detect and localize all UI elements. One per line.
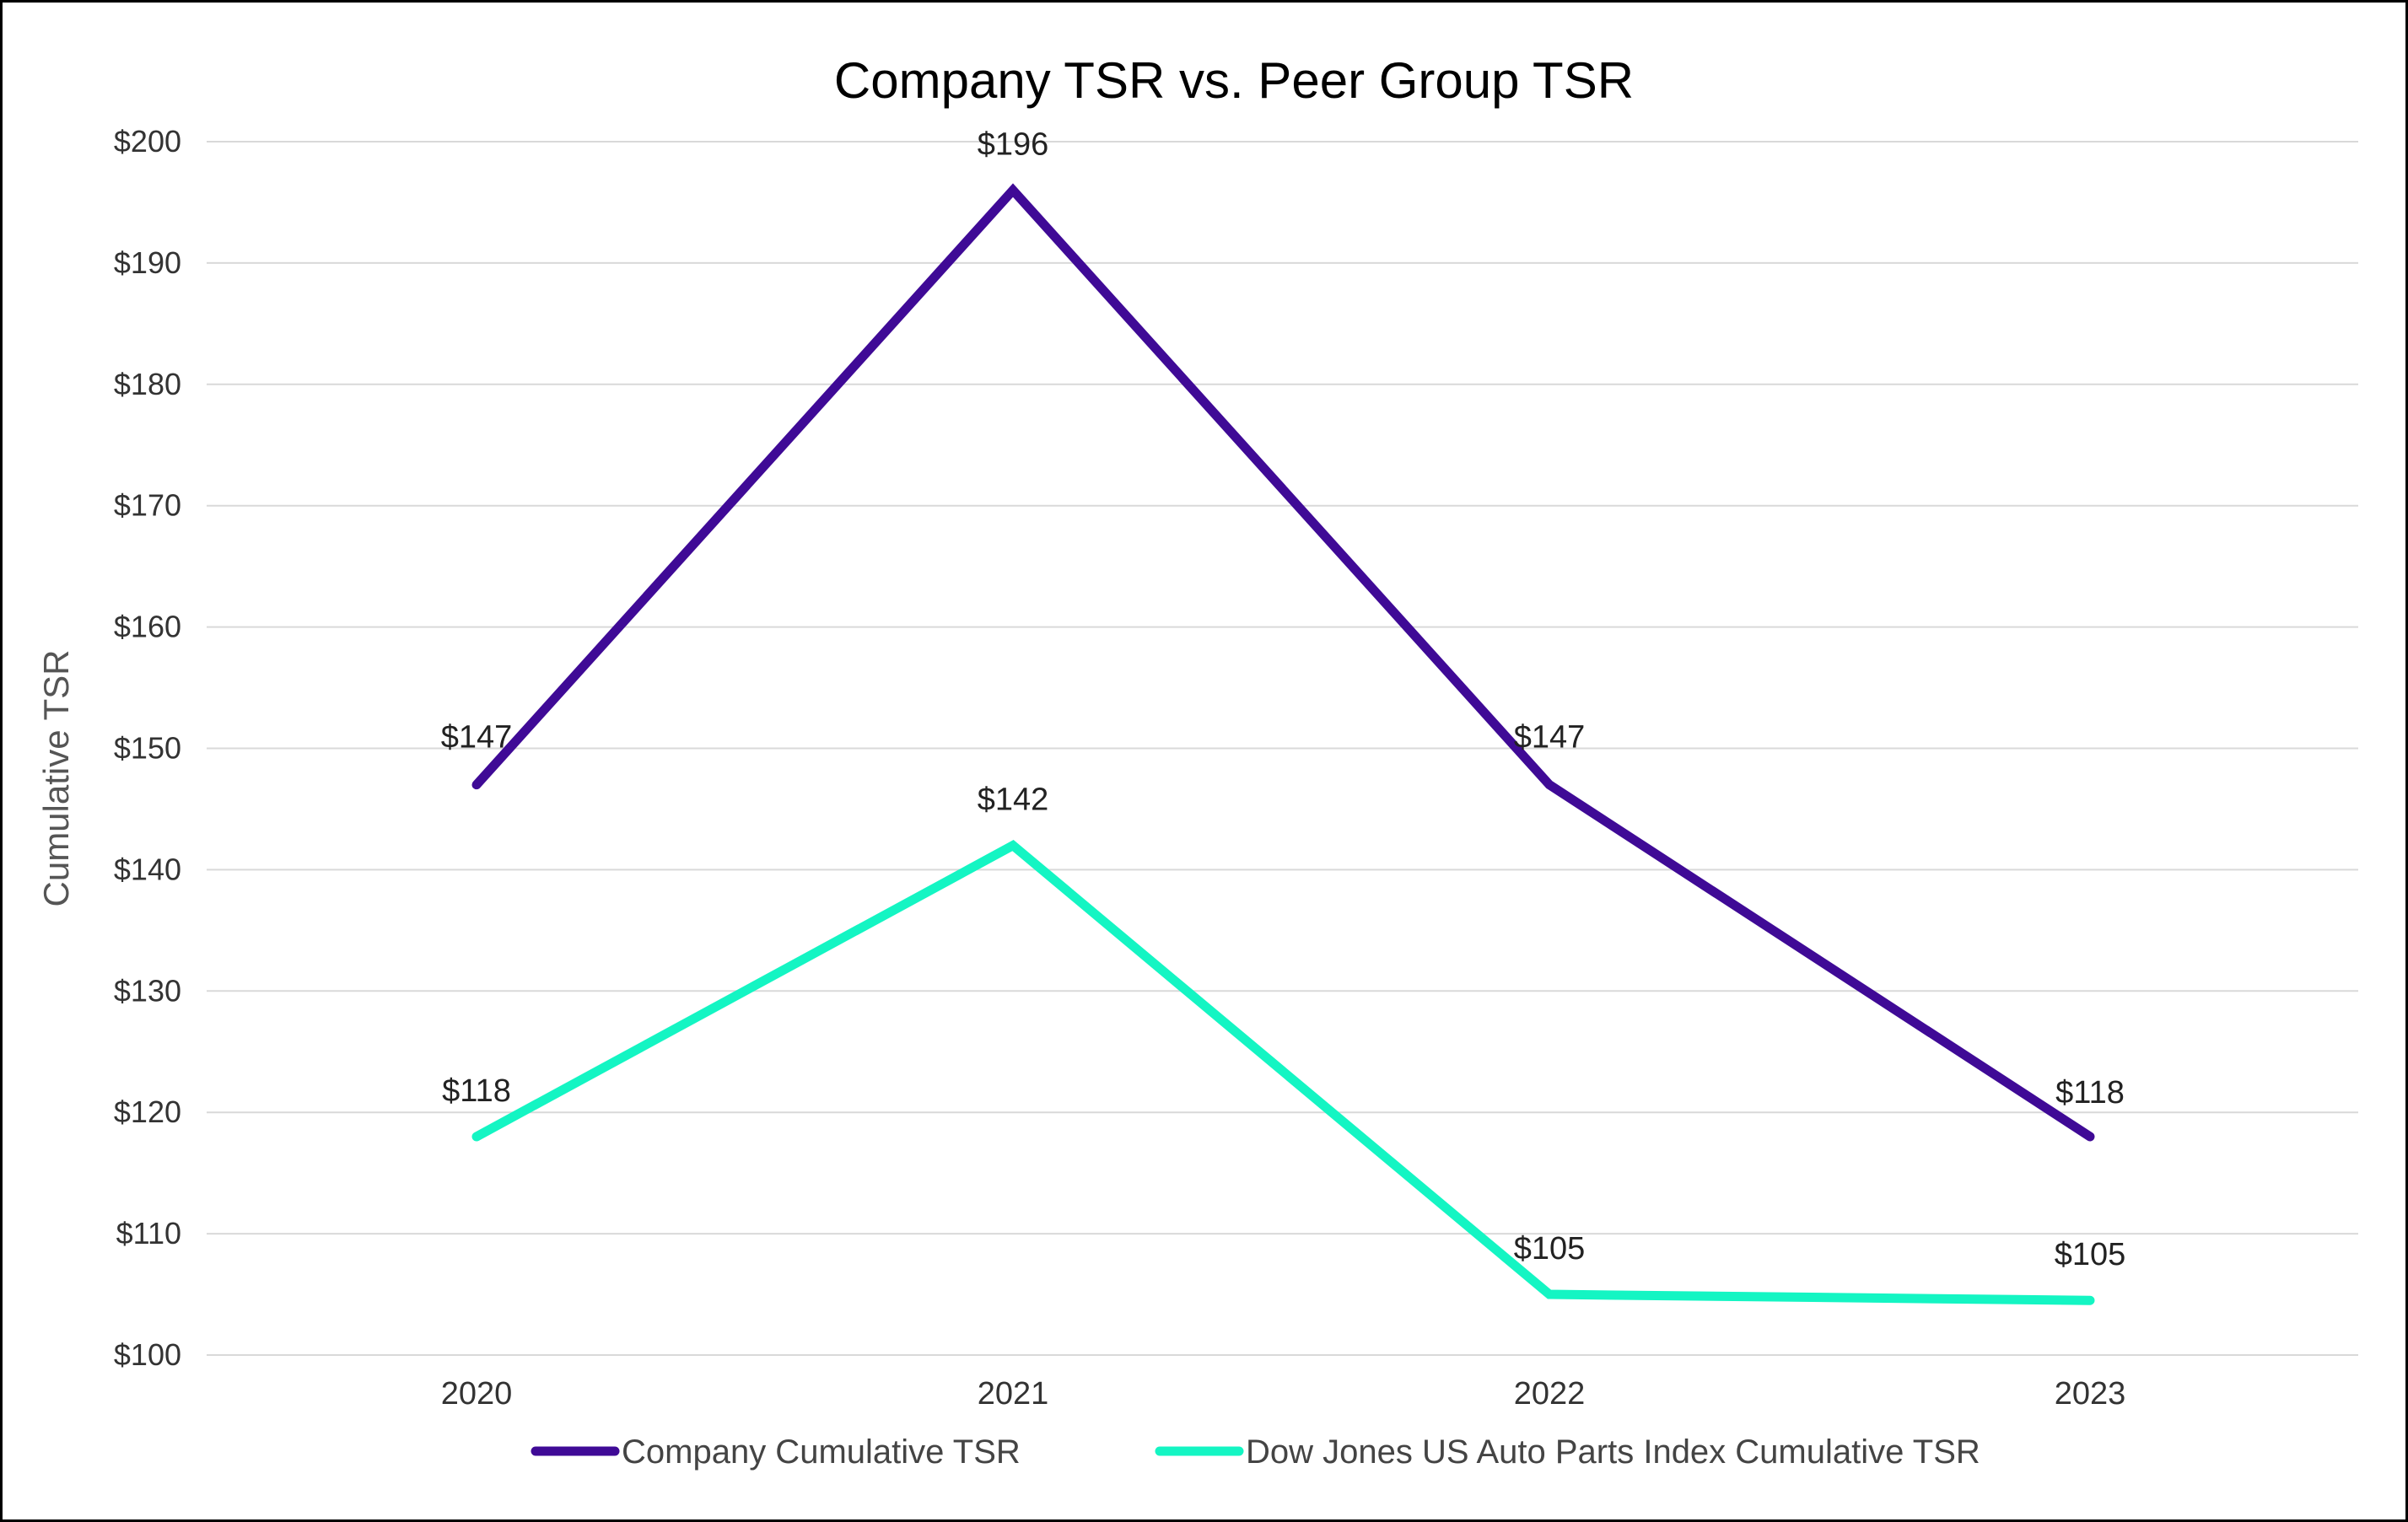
- gridlines: [207, 141, 2358, 1356]
- data-label: $147: [441, 720, 513, 756]
- legend-label: Company Cumulative TSR: [622, 1433, 1021, 1471]
- series-line-peer-index: [471, 840, 2095, 1305]
- x-tick-label: 2021: [978, 1376, 1049, 1412]
- y-tick-label: $200: [114, 124, 181, 159]
- x-tick-label: 2023: [2055, 1376, 2126, 1412]
- y-tick-label: $120: [114, 1094, 181, 1129]
- x-axis-ticks: 2020 2021 2022 2023: [441, 1376, 2126, 1412]
- data-label: $118: [442, 1073, 511, 1109]
- y-axis-label: Cumulative TSR: [36, 650, 76, 907]
- data-labels: $147 $196 $147 $118 $118 $142 $105 $105: [441, 127, 2126, 1273]
- data-label: $105: [2055, 1237, 2126, 1272]
- x-tick-label: 2022: [1514, 1376, 1586, 1412]
- x-tick-label: 2020: [441, 1376, 513, 1412]
- y-axis-ticks: $100 $110 $120 $130 $140 $150 $160 $170 $180 $190…: [114, 124, 181, 1372]
- series-line-company: [471, 183, 2095, 1142]
- data-label: $105: [1514, 1231, 1586, 1267]
- y-tick-label: $100: [114, 1337, 181, 1372]
- data-label: $142: [978, 783, 1049, 818]
- y-tick-label: $150: [114, 731, 181, 766]
- series-lines: [471, 183, 2095, 1305]
- data-label: $196: [978, 127, 1049, 163]
- y-tick-label: $190: [114, 245, 181, 280]
- legend-label: Dow Jones US Auto Parts Index Cumulative…: [1246, 1433, 1980, 1471]
- y-tick-label: $160: [114, 610, 181, 644]
- y-tick-label: $180: [114, 367, 181, 401]
- data-label: $147: [1514, 720, 1586, 756]
- y-tick-label: $140: [114, 852, 181, 886]
- y-tick-label: $170: [114, 488, 181, 523]
- y-tick-label: $130: [114, 973, 181, 1008]
- y-tick-label: $110: [116, 1216, 181, 1250]
- line-chart: Company TSR vs. Peer Group TSR Cumulativ…: [36, 52, 2358, 1471]
- data-label: $118: [2055, 1075, 2125, 1111]
- chart-title: Company TSR vs. Peer Group TSR: [834, 52, 1634, 109]
- legend: Company Cumulative TSR Dow Jones US Auto …: [531, 1433, 1980, 1471]
